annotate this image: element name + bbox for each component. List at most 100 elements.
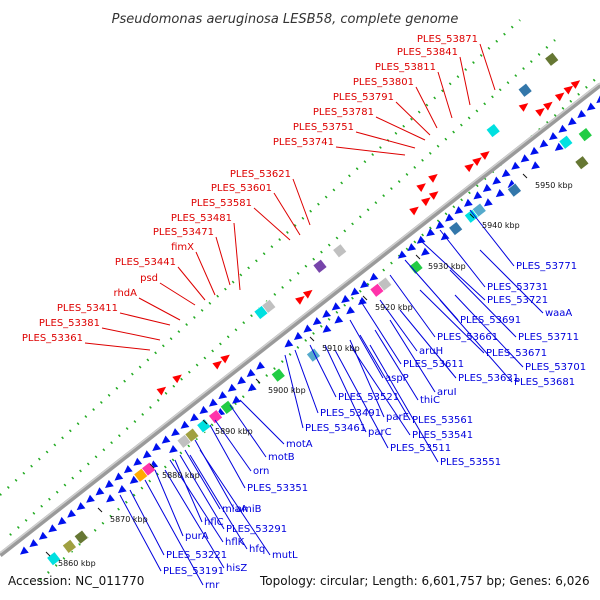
scale-tick-label: 5930 kbp <box>428 262 466 271</box>
gene-label[interactable]: PLES_53521 <box>338 392 399 403</box>
gene-block <box>196 418 212 434</box>
gene-label[interactable]: PLES_53711 <box>518 332 579 343</box>
gene-label[interactable]: PLES_53411 <box>57 303 118 314</box>
gene-block <box>485 123 501 138</box>
leader-line <box>375 116 426 141</box>
gene-label[interactable]: PLES_53361 <box>22 333 83 344</box>
gene-label[interactable]: PLES_53731 <box>487 282 548 293</box>
gene-label[interactable]: amiB <box>236 504 262 515</box>
gene-label[interactable]: PLES_53381 <box>39 318 100 329</box>
gene-label[interactable]: hfq <box>249 544 265 555</box>
gene-label[interactable]: PLES_53581 <box>191 198 252 209</box>
gene-arrow-shape <box>570 80 581 89</box>
gene-label[interactable]: motA <box>286 439 313 450</box>
gene-arrow-shape <box>303 324 313 333</box>
gene-label[interactable]: PLES_53441 <box>115 257 176 268</box>
gene-label[interactable]: aspP <box>385 373 409 384</box>
leader-line <box>479 43 496 91</box>
gene-label[interactable]: parC <box>368 427 392 438</box>
gene-block-shape <box>270 367 286 383</box>
gene-label[interactable]: PLES_53801 <box>353 77 414 88</box>
gene-label[interactable]: PLES_53841 <box>397 47 458 58</box>
gene-label[interactable]: PLES_53471 <box>153 227 214 238</box>
leader-line <box>84 342 151 351</box>
gene-label[interactable]: thiC <box>420 395 440 406</box>
gene-label[interactable]: PLES_53461 <box>305 423 366 434</box>
gene-label[interactable]: PLES_53661 <box>437 332 498 343</box>
gene-arrow-shape <box>577 109 587 118</box>
gene-block-shape <box>184 427 200 443</box>
gene-block <box>471 202 487 218</box>
gene-label[interactable]: mutL <box>272 550 298 561</box>
gene-block-shape <box>73 529 89 545</box>
gene-label[interactable]: PLES_53491 <box>320 408 381 419</box>
gene-label[interactable]: PLES_53751 <box>293 122 354 133</box>
gene-arrow-shape <box>19 546 29 555</box>
gene-arrow <box>535 107 545 117</box>
gene-label[interactable]: aruH <box>419 346 443 357</box>
gene-label[interactable]: rhdA <box>114 288 138 299</box>
gene-arrow <box>586 102 596 111</box>
gene-arrow <box>511 161 520 170</box>
gene-label[interactable]: aruI <box>437 387 457 398</box>
gene-label[interactable]: PLES_53721 <box>487 295 548 306</box>
gene-label[interactable]: PLES_53601 <box>211 183 272 194</box>
gene-arrow <box>341 294 350 303</box>
gene-label[interactable]: PLES_53221 <box>166 550 227 561</box>
gene-label[interactable]: PLES_53621 <box>230 169 291 180</box>
gene-label[interactable]: PLES_53671 <box>486 348 547 359</box>
gene-arrow-shape <box>346 306 355 315</box>
gene-label[interactable]: PLES_53691 <box>460 315 521 326</box>
gene-label[interactable]: PLES_53781 <box>313 107 374 118</box>
gene-arrow-shape <box>421 197 431 207</box>
gene-arrow <box>246 368 256 377</box>
gene-label[interactable]: PLES_53741 <box>273 137 334 148</box>
leader-line <box>129 489 165 556</box>
leader-line <box>324 344 367 433</box>
gene-label[interactable]: fimX <box>171 242 194 253</box>
gene-arrow-shape <box>114 472 124 481</box>
gene-label[interactable]: PLES_53611 <box>403 359 464 370</box>
gene-label[interactable]: psd <box>140 273 158 284</box>
leader-line <box>119 494 162 572</box>
gene-arrow <box>152 442 162 451</box>
gene-label[interactable]: PLES_53811 <box>375 62 436 73</box>
gene-label[interactable]: orn <box>253 466 269 477</box>
gene-block-shape <box>574 155 590 171</box>
gene-label[interactable]: hisZ <box>226 563 247 574</box>
gene-label[interactable]: miaA <box>222 504 248 515</box>
gene-label[interactable]: PLES_53771 <box>516 261 577 272</box>
leader-line <box>214 419 252 472</box>
gene-label[interactable]: PLES_53871 <box>417 34 478 45</box>
gene-label[interactable]: PLES_53701 <box>525 362 586 373</box>
gene-label[interactable]: PLES_53631 <box>458 373 519 384</box>
gene-label[interactable]: hflC <box>204 517 224 528</box>
gene-arrow <box>518 103 529 112</box>
gene-label[interactable]: hflK <box>225 537 245 548</box>
gene-label[interactable]: purA <box>185 531 209 542</box>
gene-block <box>61 538 77 554</box>
gene-label[interactable]: rnr <box>205 580 220 591</box>
gene-label[interactable]: PLES_53541 <box>412 430 473 441</box>
gene-label[interactable]: PLES_53351 <box>247 483 308 494</box>
gene-label[interactable]: PLES_53511 <box>390 443 451 454</box>
gene-label[interactable]: PLES_53561 <box>412 415 473 426</box>
gene-label[interactable]: PLES_53291 <box>226 524 287 535</box>
gene-label[interactable]: PLES_53481 <box>171 213 232 224</box>
gene-arrow-shape <box>293 331 303 340</box>
leader-line <box>374 329 419 401</box>
leader-line <box>439 299 513 383</box>
gene-label[interactable]: motB <box>268 452 295 463</box>
gene-label[interactable]: PLES_53791 <box>333 92 394 103</box>
leader-line <box>389 274 436 338</box>
gene-block-shape <box>208 409 223 425</box>
gene-label[interactable]: parE <box>386 412 409 423</box>
gene-label[interactable]: PLES_53681 <box>514 377 575 388</box>
gene-arrow-shape <box>563 85 574 95</box>
gene-label[interactable]: waaA <box>545 308 572 319</box>
leader-line <box>199 449 271 556</box>
gene-label[interactable]: PLES_53551 <box>440 457 501 468</box>
gene-arrow-shape <box>105 479 114 488</box>
gene-label[interactable]: PLES_53191 <box>163 566 224 577</box>
gene-arrow-shape <box>501 169 511 178</box>
